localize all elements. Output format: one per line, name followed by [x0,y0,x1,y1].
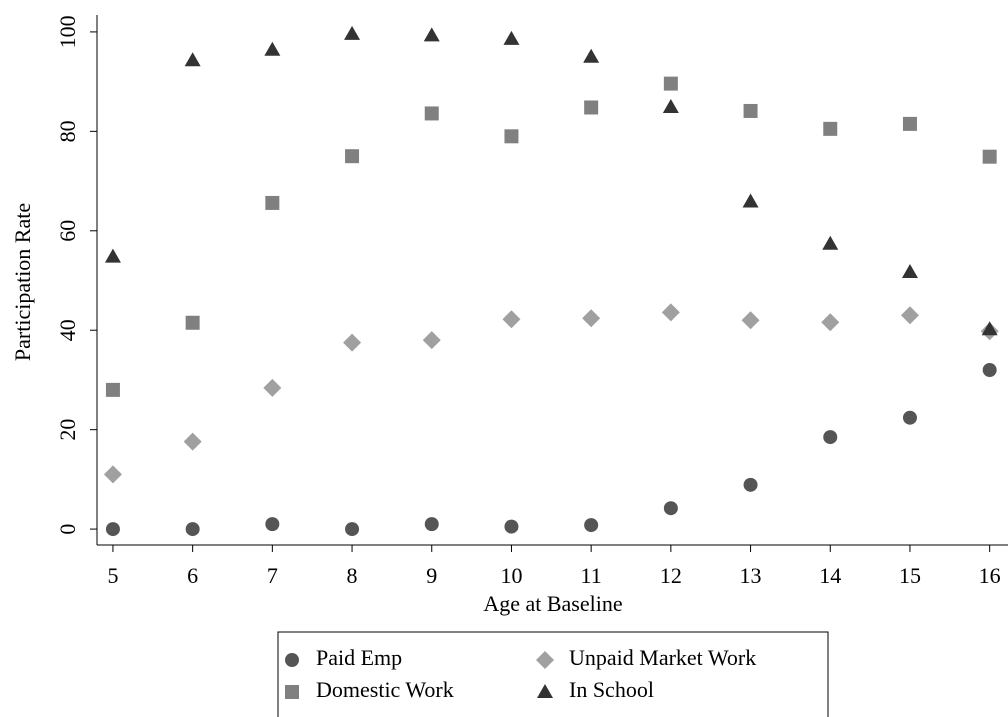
point [981,321,998,336]
x-tick-label: 8 [347,563,358,588]
point [104,248,121,263]
point [264,41,281,56]
point [424,106,439,121]
point [662,98,679,113]
legend-label: Paid Emp [316,645,402,670]
point [343,333,362,352]
point [584,518,599,533]
point [504,129,519,144]
point [345,522,360,537]
point [503,30,520,45]
point [423,27,440,42]
y-tick-label: 0 [55,524,80,535]
point [982,149,997,164]
x-tick-label: 15 [899,563,921,588]
point [583,48,600,63]
point [345,149,360,164]
point [663,76,678,91]
point [184,52,201,67]
legend-label: Domestic Work [316,677,454,702]
point [742,193,759,208]
legend-label: Unpaid Market Work [569,645,756,670]
point [823,430,838,445]
point [265,517,280,532]
y-tick-label: 80 [55,120,80,142]
y-tick-label: 100 [55,15,80,48]
point [582,309,601,328]
point [103,465,122,484]
point [901,264,918,279]
point [265,195,280,210]
point [823,121,838,136]
y-axis-title: Participation Rate [10,203,35,361]
x-tick-label: 5 [107,563,118,588]
point [185,522,200,537]
point [105,522,120,537]
legend-marker [285,653,299,667]
point [743,477,758,492]
legend-marker [536,651,554,669]
point [822,235,839,250]
x-tick-label: 9 [426,563,437,588]
x-tick-label: 6 [187,563,198,588]
legend-marker [537,684,553,698]
x-axis-title: Age at Baseline [483,591,622,616]
x-tick-label: 11 [581,563,602,588]
point [584,100,599,115]
x-tick-label: 7 [267,563,278,588]
point [900,306,919,325]
point [263,378,282,397]
legend-box [277,631,829,717]
point [422,331,441,350]
legend-marker [285,685,299,699]
point [743,103,758,118]
point [661,303,680,322]
point [185,315,200,330]
point [424,517,439,532]
x-tick-label: 16 [979,563,1001,588]
point [504,519,519,534]
point [183,432,202,451]
x-tick-label: 10 [500,563,522,588]
point [502,310,521,329]
point [105,382,120,397]
x-tick-label: 14 [819,563,841,588]
point [663,501,678,516]
point [741,311,760,330]
y-tick-label: 60 [55,220,80,242]
point [902,116,917,131]
point [821,313,840,332]
point [982,362,997,377]
x-tick-label: 13 [740,563,762,588]
y-tick-label: 40 [55,319,80,341]
legend-label: In School [569,677,654,702]
x-tick-label: 12 [660,563,682,588]
point [902,410,917,425]
y-tick-label: 20 [55,419,80,441]
point [344,25,361,40]
